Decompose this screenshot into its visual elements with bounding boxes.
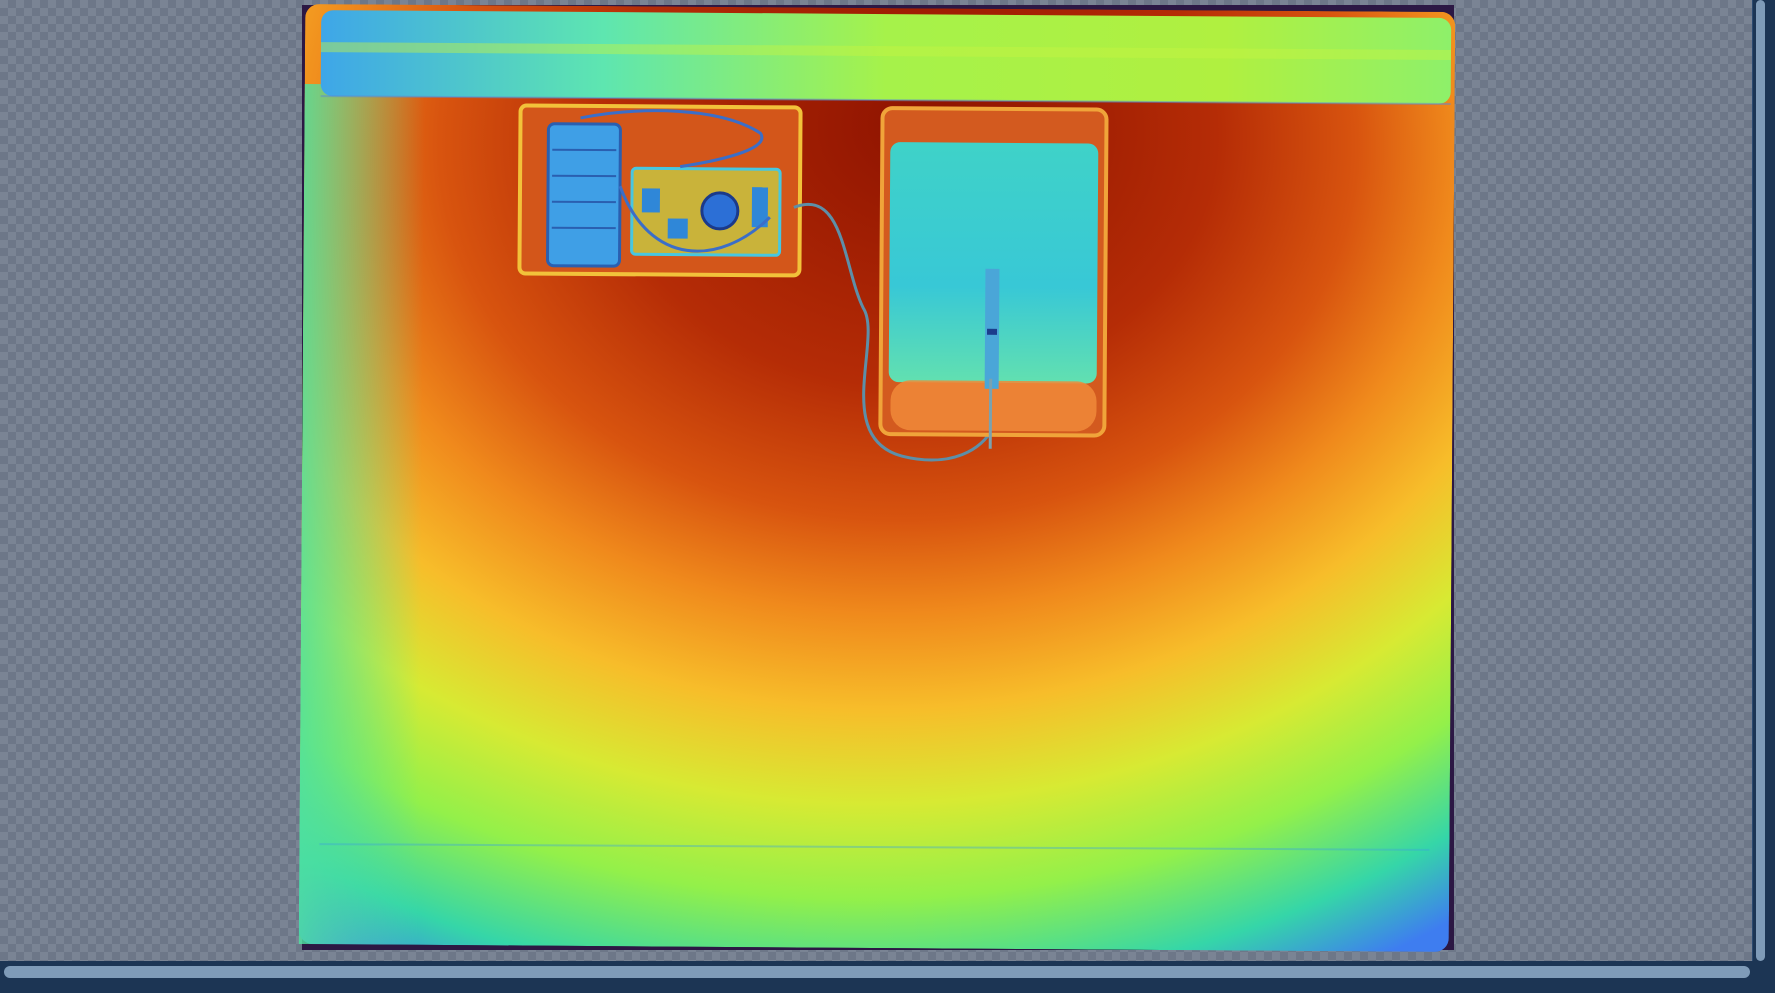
vertical-scrollbar-thumb[interactable] <box>1756 0 1765 961</box>
electronics-tray <box>517 103 803 278</box>
horizontal-scrollbar-thumb[interactable] <box>4 966 1750 978</box>
xray-image[interactable] <box>298 4 1456 952</box>
container-object <box>878 106 1109 449</box>
